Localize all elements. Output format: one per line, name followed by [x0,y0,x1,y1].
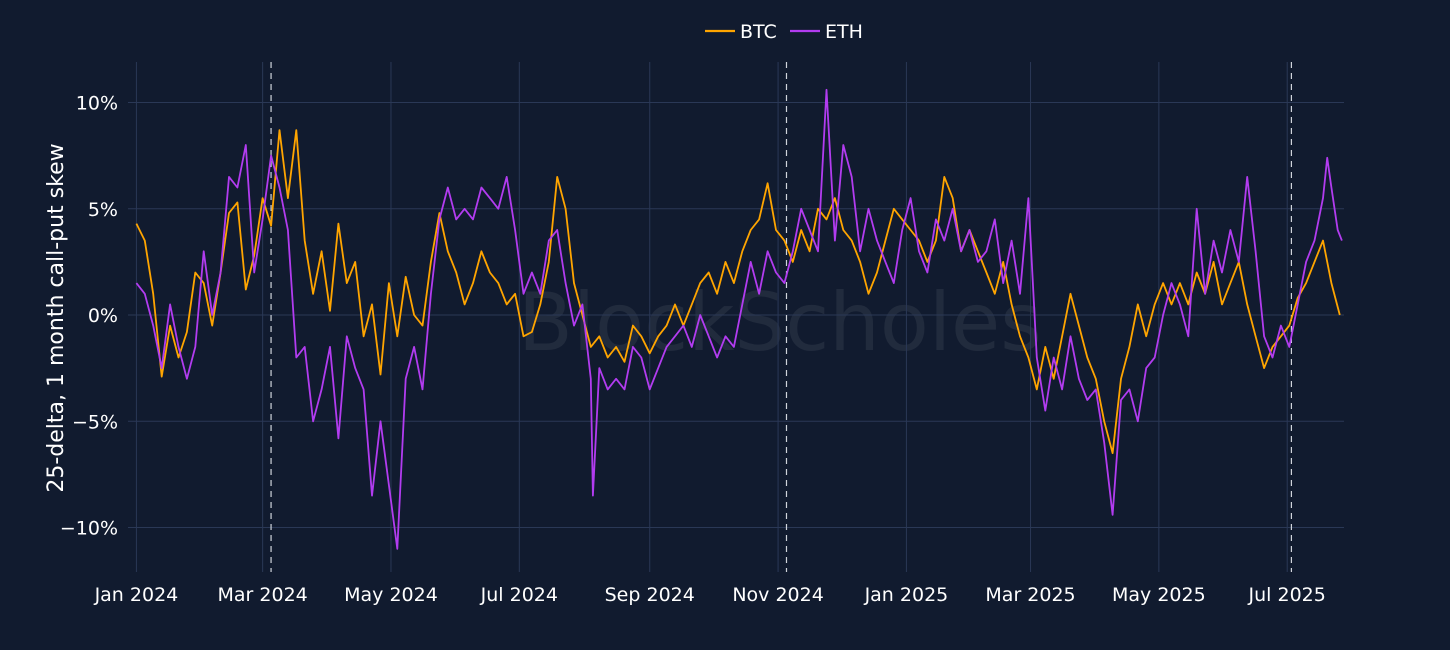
y-tick-label: 5% [88,199,118,221]
x-tick-label: Sep 2024 [605,584,695,606]
y-tick-label: 0% [88,305,118,327]
grid-lines [128,62,1344,572]
x-tick-label: Jul 2025 [1248,584,1326,606]
y-tick-label: −10% [60,518,118,540]
x-tick-label: Nov 2024 [732,584,823,606]
x-tick-label: Jul 2024 [480,584,558,606]
legend[interactable]: BTC ETH [705,21,863,43]
y-tick-label: 10% [76,93,118,115]
watermark: BlockScholes [518,276,1042,369]
x-tick-label: Jan 2024 [94,584,179,606]
x-tick-label: Jan 2025 [864,584,949,606]
x-tick-label: May 2024 [344,584,438,606]
x-axis-ticks: Jan 2024 Mar 2024 May 2024 Jul 2024 Sep 2024… [94,584,1326,606]
series-line-eth [135,88,1343,550]
x-tick-label: Mar 2025 [985,584,1075,606]
series-lines [135,88,1343,550]
legend-label: ETH [825,21,863,43]
series-line-btc [135,129,1341,455]
y-axis-title: 25-delta, 1 month call-put skew [44,143,69,492]
legend-item-eth[interactable]: ETH [790,21,863,43]
y-axis-ticks: 10% 5% 0% −5% −10% [60,93,118,540]
legend-item-btc[interactable]: BTC [705,21,777,43]
x-tick-label: Mar 2024 [218,584,308,606]
y-tick-label: −5% [72,411,118,433]
x-tick-label: May 2025 [1112,584,1206,606]
legend-label: BTC [740,21,777,43]
